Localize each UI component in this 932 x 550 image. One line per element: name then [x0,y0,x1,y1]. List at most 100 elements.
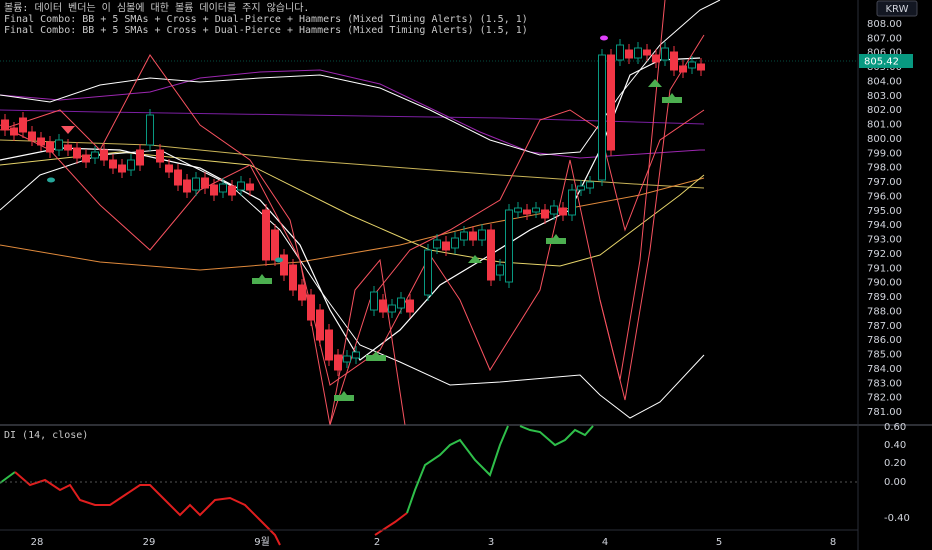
candle-body [109,159,117,169]
sma-purple [0,109,705,125]
price-label: 801.00 [867,120,902,131]
price-label: 786.00 [867,335,902,346]
price-label: 804.00 [867,76,902,87]
candle-body [91,151,99,159]
candle-body [370,291,378,311]
candle-body [19,117,27,133]
last-price-badge [859,54,913,68]
hammer-tag [334,391,354,401]
candle-body [616,44,624,61]
candle-body [505,209,513,283]
candle-body [643,49,651,56]
time-label: 29 [143,537,156,548]
pierce-line-d [599,0,666,381]
candle-body [298,284,306,301]
time-label: 9월 [254,536,270,548]
price-label: 793.00 [867,235,902,246]
currency[interactable]: KRW [886,4,909,15]
candle-body [625,49,633,59]
indicator-legend: Final Combo: BB + 5 SMAs + Cross + Dual-… [4,25,528,36]
price-label: 784.00 [867,364,902,375]
candle-body [136,149,144,166]
price-label: 806.00 [867,48,902,59]
time-label: 3 [488,537,494,548]
price-label: 792.00 [867,249,902,260]
candle-body [568,189,576,216]
candle-body [652,54,660,63]
candle-body [442,241,450,251]
candle-body [100,149,108,161]
price-label: 787.00 [867,321,902,332]
sell-signal [61,126,75,134]
candle-body [397,297,405,309]
hammer-tag [252,274,272,284]
price-label: 796.00 [867,191,902,202]
candle-body [165,164,173,173]
candle-body [316,309,324,341]
candle-body [46,141,54,153]
time-label: 5 [716,537,722,548]
hammer-tag [662,93,682,103]
candle-body [487,229,495,281]
indicator-legend: Final Combo: BB + 5 SMAs + Cross + Dual-… [4,14,528,25]
price-label: 807.00 [867,33,902,44]
candle-body [424,249,432,296]
candle-body [246,183,254,191]
candle-body [1,119,9,131]
oscillator-label: 0.60 [884,422,906,433]
price-label: 803.00 [867,91,902,102]
oscillator-label: -0.40 [884,513,910,524]
candle-body [237,181,245,191]
price-label: 781.00 [867,407,902,418]
price-label: 785.00 [867,350,902,361]
candle-body [219,183,227,193]
price-label: 783.00 [867,378,902,389]
candle-body [379,299,387,313]
hammer-tag [546,234,566,244]
candle-body [598,54,606,181]
price-label: 789.00 [867,292,902,303]
price-label: 791.00 [867,263,902,274]
candle-body [334,354,342,371]
candle-body [670,51,678,71]
candle-body [523,209,531,215]
sma-long [0,69,705,159]
candle-body [118,164,126,173]
candle-body [406,299,414,313]
candle-body [183,179,191,193]
candle-body [679,65,687,73]
cross-dot [275,257,283,263]
price-label: 802.00 [867,105,902,116]
candle-body [82,154,90,163]
sma-yellow [0,139,705,189]
candle-body [146,114,154,146]
price-label: 795.00 [867,206,902,217]
oscillator-label: 0.40 [884,440,906,451]
candle-body [28,131,36,141]
candle-body [496,264,504,276]
candle-body [352,351,360,359]
candle-body [343,355,351,363]
candle-body [688,61,696,69]
candle-body [201,177,209,189]
price-label: 794.00 [867,220,902,231]
candle-body [228,185,236,196]
time-label: 2 [374,537,380,548]
cross-dot [600,35,608,41]
di-up [0,471,16,484]
candle-body [661,47,669,61]
candle-body [55,139,63,151]
candle-body [307,294,315,321]
candle-body [10,127,18,136]
di-up [406,425,509,514]
candle-body [174,169,182,186]
price-label: 782.00 [867,393,902,404]
price-label: 808.00 [867,19,902,30]
candle-body [271,229,279,261]
currency-badge[interactable] [876,0,918,17]
price-label: 788.00 [867,306,902,317]
candle-body [127,159,135,171]
price-label: 798.00 [867,163,902,174]
sma-orange [0,177,705,271]
